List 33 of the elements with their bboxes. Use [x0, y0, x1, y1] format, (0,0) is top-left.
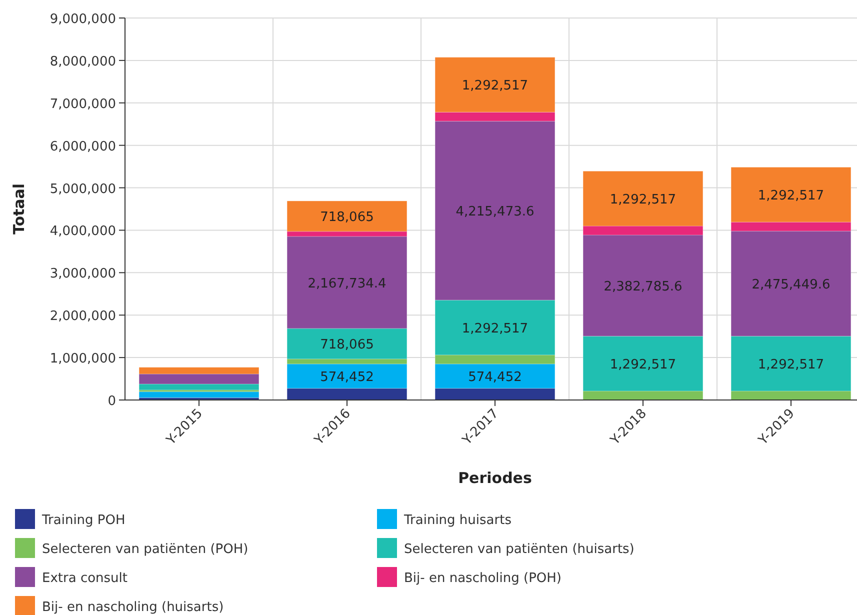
legend-label: Selecteren van patiënten (POH) [42, 542, 248, 557]
legend-label: Training huisarts [403, 513, 512, 528]
y-tick-label: 5,000,000 [50, 182, 116, 197]
y-tick-label: 2,000,000 [50, 309, 116, 324]
x-axis-title: Periodes [458, 469, 532, 487]
data-label: 4,215,473.6 [456, 204, 534, 220]
data-label: 1,292,517 [610, 358, 676, 373]
y-tick-label: 7,000,000 [50, 96, 116, 112]
y-tick-label: 1,000,000 [50, 352, 116, 367]
y-tick-label: 3,000,000 [50, 266, 116, 282]
data-label: 1,292,517 [462, 322, 528, 337]
data-label: 2,382,785.6 [604, 280, 682, 295]
legend-label: Extra consult [42, 571, 128, 586]
legend-label: Bij- en nascholing (POH) [404, 571, 562, 586]
data-label: 1,292,517 [610, 192, 676, 208]
legend-label: Training POH [41, 513, 126, 528]
data-label: 1,292,517 [758, 358, 824, 373]
y-tick-label: 4,000,000 [50, 224, 116, 240]
data-label: 1,292,517 [462, 78, 528, 94]
data-label: 574,452 [320, 370, 374, 386]
data-label: 718,065 [320, 210, 374, 226]
data-label: 2,167,734.4 [308, 276, 386, 292]
data-label: 574,452 [468, 370, 522, 386]
data-label: 2,475,449.6 [752, 278, 830, 293]
y-tick-label: 0 [108, 394, 116, 409]
y-axis-title: Totaal [10, 183, 28, 235]
data-label: 718,065 [320, 338, 374, 353]
y-tick-label: 9,000,000 [50, 12, 116, 27]
y-tick-label: 6,000,000 [50, 139, 116, 154]
data-label: 1,292,517 [758, 188, 824, 204]
y-tick-label: 8,000,000 [50, 54, 116, 70]
legend-label: Bij- en nascholing (huisarts) [42, 600, 224, 615]
legend-label: Selecteren van patiënten (huisarts) [404, 542, 634, 557]
